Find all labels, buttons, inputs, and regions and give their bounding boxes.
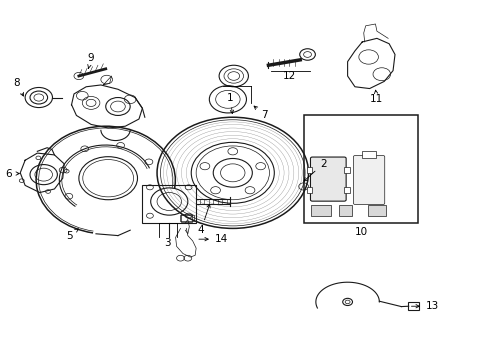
FancyBboxPatch shape	[353, 156, 385, 204]
Text: 13: 13	[412, 301, 439, 311]
Bar	[339, 205, 351, 216]
Text: 3: 3	[165, 238, 171, 248]
FancyBboxPatch shape	[311, 157, 346, 201]
Bar	[307, 187, 313, 193]
Text: 10: 10	[354, 227, 368, 237]
Text: 14: 14	[199, 234, 228, 244]
Bar	[143, 185, 196, 223]
Bar	[362, 151, 376, 158]
Text: 8: 8	[14, 78, 24, 96]
Bar	[344, 167, 350, 173]
Text: 1: 1	[227, 93, 234, 113]
Bar	[344, 187, 350, 193]
Text: 4: 4	[197, 204, 210, 235]
Text: 7: 7	[254, 106, 268, 121]
Bar	[304, 116, 418, 223]
Bar	[307, 167, 313, 173]
Bar	[311, 205, 331, 216]
Text: 12: 12	[282, 71, 295, 81]
Text: 2: 2	[304, 159, 326, 181]
Bar	[179, 215, 194, 221]
Bar	[408, 302, 419, 310]
Text: 11: 11	[370, 90, 384, 104]
Text: 9: 9	[88, 53, 95, 69]
Bar	[181, 214, 192, 222]
Text: 5: 5	[66, 229, 78, 240]
Text: 6: 6	[6, 168, 19, 179]
Bar	[368, 205, 386, 216]
